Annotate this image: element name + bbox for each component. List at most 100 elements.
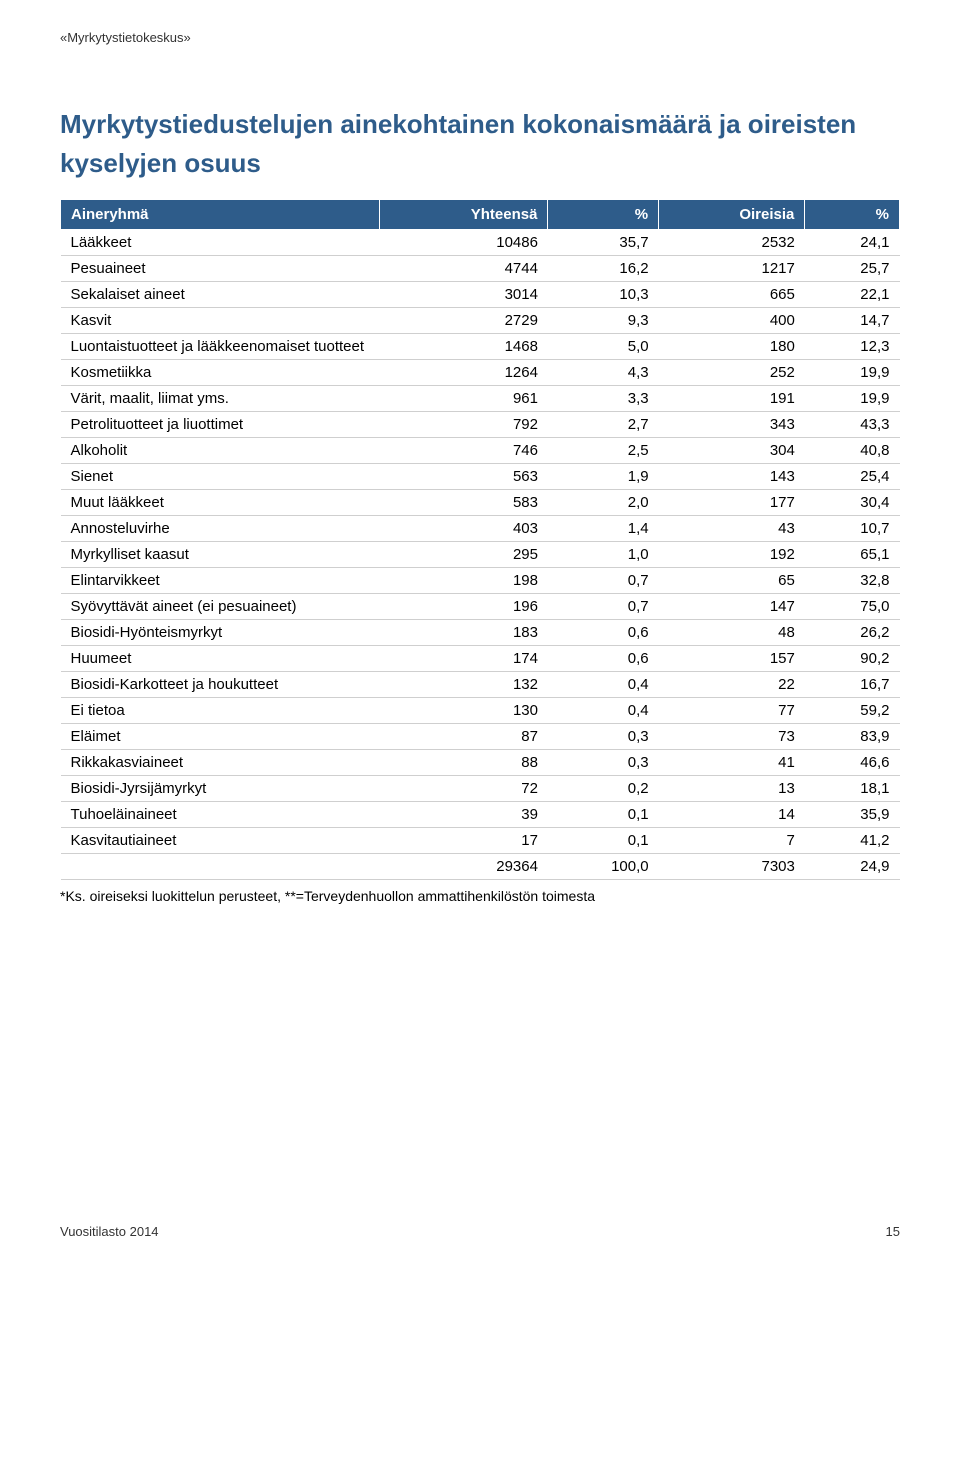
row-symptomatic: 43 xyxy=(659,516,805,542)
row-symptomatic: 343 xyxy=(659,412,805,438)
row-percent: 0,2 xyxy=(548,776,659,802)
row-symptomatic-percent: 12,3 xyxy=(805,334,900,360)
row-symptomatic: 157 xyxy=(659,646,805,672)
row-label: Muut lääkkeet xyxy=(61,490,380,516)
row-total: 174 xyxy=(379,646,548,672)
row-total: 10486 xyxy=(379,230,548,256)
row-symptomatic-percent: 83,9 xyxy=(805,724,900,750)
table-row: Luontaistuotteet ja lääkkeenomaiset tuot… xyxy=(61,334,900,360)
table-row: Huumeet1740,615790,2 xyxy=(61,646,900,672)
table-row: Eläimet870,37383,9 xyxy=(61,724,900,750)
total-c2: 100,0 xyxy=(548,854,659,880)
row-percent: 0,1 xyxy=(548,828,659,854)
row-percent: 0,4 xyxy=(548,672,659,698)
row-symptomatic-percent: 90,2 xyxy=(805,646,900,672)
row-percent: 2,7 xyxy=(548,412,659,438)
row-label: Syövyttävät aineet (ei pesuaineet) xyxy=(61,594,380,620)
row-symptomatic: 177 xyxy=(659,490,805,516)
row-total: 130 xyxy=(379,698,548,724)
row-symptomatic-percent: 26,2 xyxy=(805,620,900,646)
row-percent: 16,2 xyxy=(548,256,659,282)
row-symptomatic-percent: 25,4 xyxy=(805,464,900,490)
row-total: 295 xyxy=(379,542,548,568)
col-header-group: Aineryhmä xyxy=(61,200,380,230)
row-symptomatic: 191 xyxy=(659,386,805,412)
table-row: Tuhoeläinaineet390,11435,9 xyxy=(61,802,900,828)
table-row: Sekalaiset aineet301410,366522,1 xyxy=(61,282,900,308)
table-row: Annosteluvirhe4031,44310,7 xyxy=(61,516,900,542)
row-percent: 0,6 xyxy=(548,646,659,672)
row-percent: 0,3 xyxy=(548,750,659,776)
row-symptomatic: 1217 xyxy=(659,256,805,282)
row-label: Alkoholit xyxy=(61,438,380,464)
row-symptomatic-percent: 30,4 xyxy=(805,490,900,516)
table-row: Alkoholit7462,530440,8 xyxy=(61,438,900,464)
row-symptomatic-percent: 43,3 xyxy=(805,412,900,438)
row-percent: 3,3 xyxy=(548,386,659,412)
total-c1: 29364 xyxy=(379,854,548,880)
table-row: Biosidi-Hyönteismyrkyt1830,64826,2 xyxy=(61,620,900,646)
row-total: 88 xyxy=(379,750,548,776)
row-total: 17 xyxy=(379,828,548,854)
row-percent: 2,5 xyxy=(548,438,659,464)
table-row: Rikkakasviaineet880,34146,6 xyxy=(61,750,900,776)
total-label xyxy=(61,854,380,880)
row-symptomatic-percent: 14,7 xyxy=(805,308,900,334)
col-header-total: Yhteensä xyxy=(379,200,548,230)
table-row: Muut lääkkeet5832,017730,4 xyxy=(61,490,900,516)
row-symptomatic: 7 xyxy=(659,828,805,854)
table-row: Sienet5631,914325,4 xyxy=(61,464,900,490)
row-total: 1264 xyxy=(379,360,548,386)
row-label: Kasvitautiaineet xyxy=(61,828,380,854)
table-row: Pesuaineet474416,2121725,7 xyxy=(61,256,900,282)
row-total: 3014 xyxy=(379,282,548,308)
row-total: 198 xyxy=(379,568,548,594)
table-row: Elintarvikkeet1980,76532,8 xyxy=(61,568,900,594)
row-total: 39 xyxy=(379,802,548,828)
col-header-percent: % xyxy=(548,200,659,230)
table-row: Ei tietoa1300,47759,2 xyxy=(61,698,900,724)
data-table: Aineryhmä Yhteensä % Oireisia % Lääkkeet… xyxy=(60,199,900,880)
row-symptomatic: 192 xyxy=(659,542,805,568)
row-label: Ei tietoa xyxy=(61,698,380,724)
row-symptomatic: 77 xyxy=(659,698,805,724)
row-label: Rikkakasviaineet xyxy=(61,750,380,776)
footer-page-number: 15 xyxy=(886,1224,900,1239)
row-symptomatic-percent: 10,7 xyxy=(805,516,900,542)
row-percent: 0,7 xyxy=(548,594,659,620)
row-symptomatic: 22 xyxy=(659,672,805,698)
row-percent: 9,3 xyxy=(548,308,659,334)
row-total: 563 xyxy=(379,464,548,490)
col-header-symptomatic-percent: % xyxy=(805,200,900,230)
row-label: Kasvit xyxy=(61,308,380,334)
row-symptomatic: 48 xyxy=(659,620,805,646)
row-label: Lääkkeet xyxy=(61,230,380,256)
row-symptomatic: 143 xyxy=(659,464,805,490)
row-symptomatic: 13 xyxy=(659,776,805,802)
row-symptomatic: 180 xyxy=(659,334,805,360)
row-label: Värit, maalit, liimat yms. xyxy=(61,386,380,412)
row-label: Kosmetiikka xyxy=(61,360,380,386)
row-symptomatic: 400 xyxy=(659,308,805,334)
row-total: 4744 xyxy=(379,256,548,282)
row-symptomatic: 41 xyxy=(659,750,805,776)
page-footer: Vuositilasto 2014 15 xyxy=(60,1224,900,1239)
row-symptomatic: 252 xyxy=(659,360,805,386)
row-symptomatic-percent: 40,8 xyxy=(805,438,900,464)
row-label: Myrkylliset kaasut xyxy=(61,542,380,568)
row-symptomatic-percent: 16,7 xyxy=(805,672,900,698)
row-label: Luontaistuotteet ja lääkkeenomaiset tuot… xyxy=(61,334,380,360)
row-symptomatic-percent: 19,9 xyxy=(805,386,900,412)
row-symptomatic: 665 xyxy=(659,282,805,308)
footer-doc-title: Vuositilasto 2014 xyxy=(60,1224,159,1239)
row-percent: 0,7 xyxy=(548,568,659,594)
row-symptomatic-percent: 59,2 xyxy=(805,698,900,724)
total-c4: 24,9 xyxy=(805,854,900,880)
table-row: Kasvitautiaineet170,1741,2 xyxy=(61,828,900,854)
row-percent: 0,4 xyxy=(548,698,659,724)
row-total: 2729 xyxy=(379,308,548,334)
row-total: 583 xyxy=(379,490,548,516)
row-percent: 0,3 xyxy=(548,724,659,750)
row-total: 196 xyxy=(379,594,548,620)
row-percent: 0,6 xyxy=(548,620,659,646)
